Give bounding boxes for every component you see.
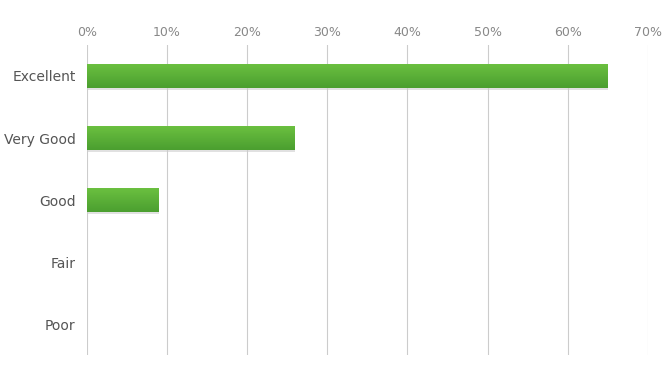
- FancyBboxPatch shape: [87, 150, 295, 152]
- Bar: [87, 205, 159, 206]
- Bar: [87, 195, 159, 196]
- Bar: [87, 147, 295, 148]
- Bar: [87, 198, 159, 199]
- Bar: [87, 130, 295, 131]
- Bar: [87, 190, 159, 191]
- Bar: [87, 204, 159, 205]
- Bar: [87, 69, 608, 70]
- Bar: [87, 188, 159, 189]
- FancyBboxPatch shape: [87, 88, 608, 90]
- Bar: [87, 211, 159, 212]
- Bar: [87, 81, 608, 82]
- Bar: [87, 201, 159, 202]
- Bar: [87, 82, 608, 83]
- Bar: [87, 129, 295, 130]
- Bar: [87, 86, 608, 87]
- Bar: [87, 73, 608, 74]
- Bar: [87, 200, 159, 201]
- Bar: [87, 134, 295, 135]
- Bar: [87, 126, 295, 127]
- Bar: [87, 140, 295, 141]
- Bar: [87, 70, 608, 71]
- Bar: [87, 194, 159, 195]
- Bar: [87, 79, 608, 80]
- Bar: [87, 72, 608, 73]
- Bar: [87, 141, 295, 142]
- Bar: [87, 193, 159, 194]
- Bar: [87, 206, 159, 207]
- Bar: [87, 75, 608, 76]
- Bar: [87, 145, 295, 146]
- Bar: [87, 64, 608, 65]
- Bar: [87, 65, 608, 66]
- Bar: [87, 199, 159, 200]
- Bar: [87, 210, 159, 211]
- Bar: [87, 80, 608, 81]
- Bar: [87, 142, 295, 143]
- Bar: [87, 127, 295, 128]
- Bar: [87, 78, 608, 79]
- Bar: [87, 143, 295, 144]
- Bar: [87, 74, 608, 75]
- Bar: [87, 132, 295, 133]
- Bar: [87, 189, 159, 190]
- Bar: [87, 208, 159, 209]
- FancyBboxPatch shape: [87, 212, 159, 214]
- Bar: [87, 83, 608, 84]
- Bar: [87, 137, 295, 138]
- Bar: [87, 209, 159, 210]
- Bar: [87, 146, 295, 147]
- Bar: [87, 138, 295, 139]
- Bar: [87, 67, 608, 68]
- Bar: [87, 71, 608, 72]
- Bar: [87, 149, 295, 150]
- Bar: [87, 202, 159, 203]
- Bar: [87, 135, 295, 136]
- Bar: [87, 128, 295, 129]
- Bar: [87, 87, 608, 88]
- Bar: [87, 131, 295, 132]
- Bar: [87, 191, 159, 192]
- Bar: [87, 133, 295, 134]
- Bar: [87, 76, 608, 77]
- Bar: [87, 144, 295, 145]
- Bar: [87, 148, 295, 149]
- Bar: [87, 136, 295, 137]
- Bar: [87, 68, 608, 69]
- Bar: [87, 66, 608, 67]
- Bar: [87, 84, 608, 85]
- Bar: [87, 207, 159, 208]
- Bar: [87, 77, 608, 78]
- Bar: [87, 85, 608, 86]
- Bar: [87, 197, 159, 198]
- Bar: [87, 139, 295, 140]
- Bar: [87, 192, 159, 193]
- Bar: [87, 203, 159, 204]
- Bar: [87, 196, 159, 197]
